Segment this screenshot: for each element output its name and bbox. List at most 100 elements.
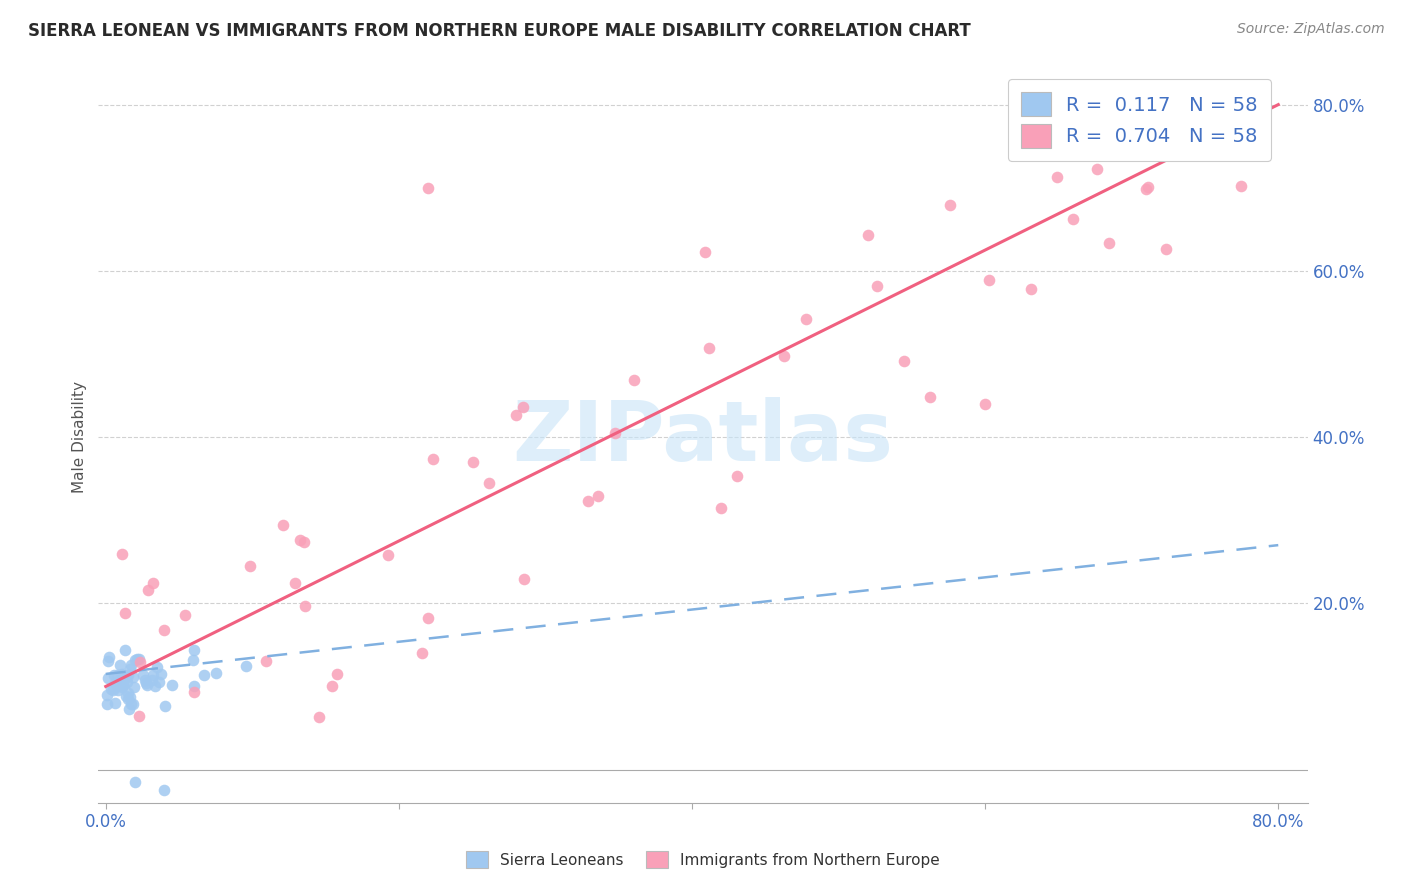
Point bbox=[235, 659, 257, 673]
Point bbox=[1229, 178, 1251, 193]
Point bbox=[104, 676, 127, 690]
Point bbox=[115, 674, 138, 689]
Point bbox=[150, 667, 173, 681]
Point bbox=[411, 646, 433, 660]
Point bbox=[155, 698, 177, 713]
Point bbox=[858, 228, 880, 243]
Text: ZIPatlas: ZIPatlas bbox=[513, 397, 893, 477]
Point bbox=[463, 455, 485, 469]
Point bbox=[97, 650, 120, 665]
Point bbox=[117, 691, 139, 706]
Point bbox=[727, 469, 749, 483]
Point bbox=[117, 686, 139, 700]
Point bbox=[115, 689, 138, 703]
Point bbox=[103, 668, 125, 682]
Point bbox=[100, 681, 122, 696]
Point bbox=[183, 643, 205, 657]
Point bbox=[112, 678, 135, 692]
Point bbox=[513, 572, 536, 586]
Point bbox=[122, 680, 145, 694]
Point bbox=[107, 683, 129, 698]
Point bbox=[193, 668, 215, 682]
Point bbox=[204, 666, 226, 681]
Point bbox=[114, 606, 136, 620]
Point bbox=[118, 690, 141, 704]
Point bbox=[893, 354, 915, 368]
Point bbox=[125, 651, 148, 665]
Point bbox=[586, 489, 609, 503]
Point bbox=[111, 666, 134, 681]
Point bbox=[96, 697, 118, 711]
Point bbox=[288, 533, 311, 547]
Point bbox=[1170, 82, 1192, 96]
Point bbox=[294, 599, 316, 613]
Point bbox=[239, 559, 262, 574]
Point bbox=[136, 582, 159, 597]
Point bbox=[124, 653, 146, 667]
Point bbox=[418, 180, 440, 194]
Point bbox=[122, 670, 145, 684]
Point bbox=[866, 278, 889, 293]
Point bbox=[693, 244, 716, 259]
Point bbox=[128, 709, 150, 723]
Point bbox=[416, 610, 439, 624]
Point bbox=[111, 678, 134, 692]
Point bbox=[174, 608, 197, 623]
Point bbox=[135, 676, 157, 690]
Point bbox=[1085, 161, 1108, 176]
Point bbox=[143, 679, 166, 693]
Point bbox=[117, 667, 139, 681]
Point bbox=[103, 696, 125, 710]
Point bbox=[377, 549, 399, 563]
Point bbox=[710, 501, 733, 516]
Point bbox=[134, 673, 156, 688]
Text: Source: ZipAtlas.com: Source: ZipAtlas.com bbox=[1237, 22, 1385, 37]
Point bbox=[794, 312, 817, 326]
Point bbox=[141, 673, 163, 687]
Point bbox=[1136, 179, 1159, 194]
Point bbox=[1062, 212, 1084, 227]
Point bbox=[128, 651, 150, 665]
Point bbox=[505, 409, 527, 423]
Point bbox=[153, 623, 176, 637]
Point bbox=[101, 683, 124, 698]
Point bbox=[118, 702, 141, 716]
Point bbox=[1019, 106, 1042, 120]
Point bbox=[181, 653, 204, 667]
Point bbox=[121, 697, 143, 711]
Point bbox=[623, 373, 645, 387]
Point bbox=[120, 697, 142, 711]
Point bbox=[1098, 236, 1121, 251]
Point bbox=[697, 341, 720, 355]
Point bbox=[105, 679, 128, 693]
Text: SIERRA LEONEAN VS IMMIGRANTS FROM NORTHERN EUROPE MALE DISABILITY CORRELATION CH: SIERRA LEONEAN VS IMMIGRANTS FROM NORTHE… bbox=[28, 22, 972, 40]
Point bbox=[271, 517, 294, 532]
Point bbox=[142, 575, 165, 590]
Point bbox=[107, 667, 129, 681]
Point bbox=[97, 654, 120, 668]
Point bbox=[422, 451, 444, 466]
Point bbox=[111, 680, 134, 694]
Point bbox=[120, 657, 142, 672]
Point bbox=[1135, 182, 1157, 196]
Point bbox=[96, 688, 118, 702]
Point bbox=[153, 783, 176, 797]
Point bbox=[114, 642, 136, 657]
Point bbox=[111, 671, 134, 685]
Point bbox=[1045, 170, 1067, 185]
Point bbox=[939, 198, 962, 212]
Point bbox=[111, 548, 134, 562]
Point bbox=[97, 672, 120, 686]
Point bbox=[974, 397, 997, 411]
Point bbox=[131, 667, 153, 681]
Point bbox=[145, 660, 167, 674]
Point bbox=[115, 671, 138, 685]
Point bbox=[183, 679, 205, 693]
Y-axis label: Male Disability: Male Disability bbox=[72, 381, 87, 493]
Point bbox=[321, 679, 343, 693]
Point bbox=[979, 273, 1001, 287]
Point bbox=[478, 476, 501, 491]
Point bbox=[183, 685, 205, 699]
Point bbox=[1092, 103, 1115, 117]
Point bbox=[129, 655, 152, 669]
